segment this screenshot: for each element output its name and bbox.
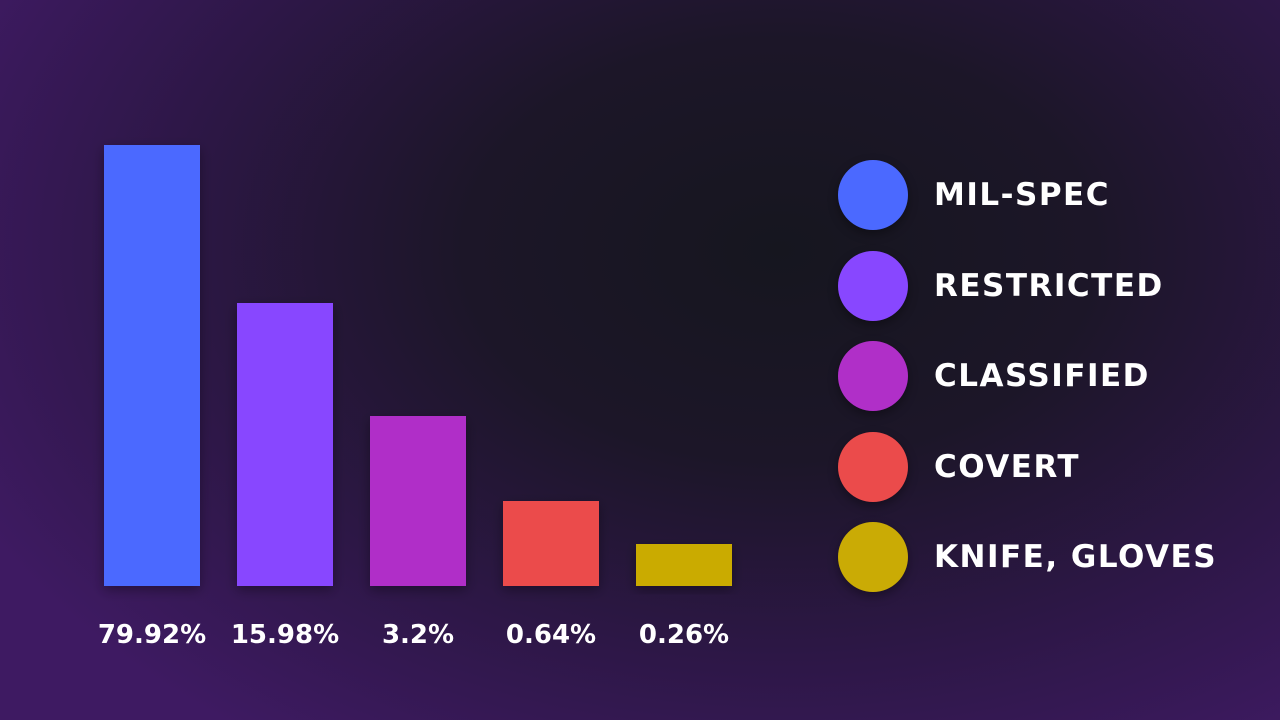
legend-label: CLASSIFIED	[934, 358, 1150, 394]
legend-item: KNIFE, GLOVES	[838, 522, 1217, 592]
bar-chart: 79.92% 15.98% 3.2% 0.64% 0.26%	[98, 145, 732, 650]
legend: MIL-SPEC RESTRICTED CLASSIFIED COVERT KNIFE,…	[838, 160, 1217, 613]
legend-item: MIL-SPEC	[838, 160, 1217, 230]
data-label: 0.64%	[506, 620, 596, 650]
legend-swatch	[838, 341, 908, 411]
legend-item: RESTRICTED	[838, 250, 1217, 321]
legend-swatch	[838, 160, 908, 230]
bar-covert	[503, 501, 599, 586]
legend-swatch	[838, 522, 908, 592]
data-label: 0.26%	[639, 620, 729, 650]
legend-label: MIL-SPEC	[934, 177, 1110, 213]
bar-mil-spec	[104, 145, 200, 586]
data-label: 3.2%	[382, 620, 454, 650]
legend-label: KNIFE, GLOVES	[934, 539, 1218, 575]
legend-swatch	[838, 431, 908, 502]
data-label: 15.98%	[231, 620, 339, 650]
legend-item: COVERT	[838, 431, 1217, 502]
legend-label: RESTRICTED	[934, 267, 1164, 304]
legend-label: COVERT	[934, 448, 1081, 485]
legend-item: CLASSIFIED	[838, 341, 1217, 411]
legend-swatch	[838, 250, 908, 321]
bar-knife-gloves	[636, 544, 732, 586]
data-label: 79.92%	[98, 620, 206, 650]
bar-restricted	[237, 303, 333, 586]
bar-classified	[370, 416, 466, 586]
